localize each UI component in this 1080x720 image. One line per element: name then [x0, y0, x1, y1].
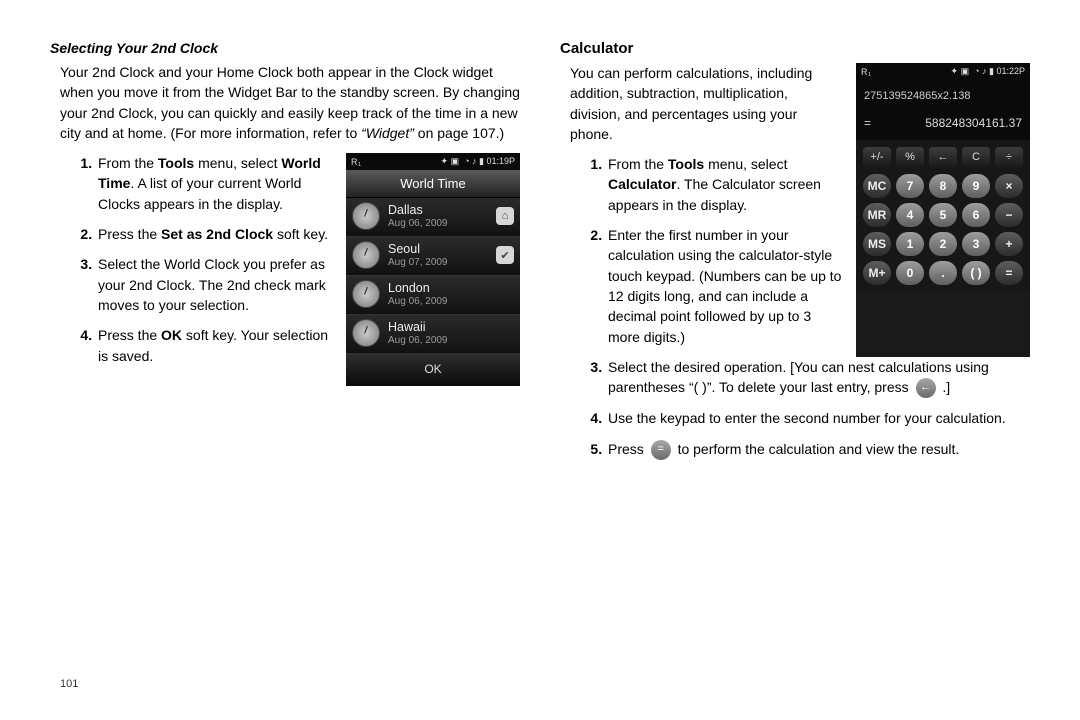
- list-item: Enter the first number in your calculati…: [606, 225, 842, 347]
- calc-key[interactable]: 9: [962, 174, 990, 198]
- intro-2nd-clock: Your 2nd Clock and your Home Clock both …: [50, 62, 520, 143]
- city-label: Hawaii: [388, 320, 514, 334]
- calc-key[interactable]: 4: [896, 203, 924, 227]
- date-label: Aug 06, 2009: [388, 296, 514, 308]
- clock-icon: [352, 280, 380, 308]
- steps-calculator-top: From the Tools menu, select Calculator. …: [560, 154, 842, 347]
- date-label: Aug 06, 2009: [388, 218, 496, 230]
- heading-calculator: Calculator: [560, 40, 1030, 57]
- status-bar: R₁ ✦ ▣ ◔ ♪ ▮ 01:19P: [346, 153, 520, 170]
- calc-key[interactable]: .: [929, 261, 957, 285]
- calc-key[interactable]: +: [995, 232, 1023, 256]
- calc-key[interactable]: 0: [896, 261, 924, 285]
- world-time-item[interactable]: DallasAug 06, 2009⌂: [346, 198, 520, 237]
- calc-key[interactable]: 2: [929, 232, 957, 256]
- list-item: Press the Set as 2nd Clock soft key.: [96, 224, 332, 244]
- list-item: Press the OK soft key. Your selection is…: [96, 325, 332, 366]
- list-item: Use the keypad to enter the second numbe…: [606, 408, 1030, 428]
- clock-icon: [352, 319, 380, 347]
- clock-icon: [352, 202, 380, 230]
- calc-expression: 275139524865x2.138: [864, 84, 1022, 116]
- city-label: Dallas: [388, 203, 496, 217]
- phone-world-time: R₁ ✦ ▣ ◔ ♪ ▮ 01:19P World Time DallasAug…: [346, 153, 520, 386]
- date-label: Aug 07, 2009: [388, 257, 496, 269]
- world-time-item[interactable]: LondonAug 06, 2009: [346, 276, 520, 315]
- ok-softkey[interactable]: OK: [346, 354, 520, 386]
- selection-badge: ✔: [496, 246, 514, 264]
- calc-key[interactable]: 3: [962, 232, 990, 256]
- calc-key[interactable]: +/-: [863, 147, 891, 167]
- back-icon: ←: [916, 378, 936, 398]
- phone-calculator: R₁ ✦ ▣ ◔ ♪ ▮ 01:22P 275139524865x2.138 =…: [856, 63, 1030, 357]
- list-item: Press = to perform the calculation and v…: [606, 439, 1030, 460]
- calc-key[interactable]: MC: [863, 174, 891, 198]
- calc-key[interactable]: 6: [962, 203, 990, 227]
- phone-title: World Time: [346, 170, 520, 198]
- calc-key[interactable]: MR: [863, 203, 891, 227]
- status-bar: R₁ ✦ ▣ ◔ ♪ ▮ 01:22P: [856, 63, 1030, 80]
- intro-calculator: You can perform calculations, including …: [560, 63, 842, 144]
- calc-result: 588248304161.37: [925, 116, 1022, 130]
- steps-calculator-bottom: Select the desired operation. [You can n…: [560, 357, 1030, 460]
- calc-key[interactable]: MS: [863, 232, 891, 256]
- calc-key[interactable]: ÷: [995, 147, 1023, 167]
- calc-key[interactable]: 8: [929, 174, 957, 198]
- city-label: London: [388, 281, 514, 295]
- city-label: Seoul: [388, 242, 496, 256]
- date-label: Aug 06, 2009: [388, 335, 514, 347]
- calc-key[interactable]: ←: [929, 147, 957, 167]
- equals-icon: =: [651, 440, 671, 460]
- calc-key[interactable]: 7: [896, 174, 924, 198]
- calc-key[interactable]: M+: [863, 261, 891, 285]
- calc-key[interactable]: 5: [929, 203, 957, 227]
- selection-badge: ⌂: [496, 207, 514, 225]
- calc-equals-indicator: =: [864, 116, 871, 130]
- page-number: 101: [60, 678, 78, 690]
- list-item: Select the World Clock you prefer as you…: [96, 254, 332, 315]
- heading-2nd-clock: Selecting Your 2nd Clock: [50, 40, 520, 56]
- list-item: From the Tools menu, select World Time. …: [96, 153, 332, 214]
- clock-icon: [352, 241, 380, 269]
- calc-key[interactable]: C: [962, 147, 990, 167]
- calc-key[interactable]: −: [995, 203, 1023, 227]
- steps-2nd-clock: From the Tools menu, select World Time. …: [50, 153, 332, 366]
- calc-key[interactable]: %: [896, 147, 924, 167]
- list-item: From the Tools menu, select Calculator. …: [606, 154, 842, 215]
- world-time-item[interactable]: HawaiiAug 06, 2009: [346, 315, 520, 354]
- calc-key[interactable]: 1: [896, 232, 924, 256]
- calc-key[interactable]: ×: [995, 174, 1023, 198]
- world-time-item[interactable]: SeoulAug 07, 2009✔: [346, 237, 520, 276]
- calc-key[interactable]: =: [995, 261, 1023, 285]
- calc-key[interactable]: ( ): [962, 261, 990, 285]
- list-item: Select the desired operation. [You can n…: [606, 357, 1030, 399]
